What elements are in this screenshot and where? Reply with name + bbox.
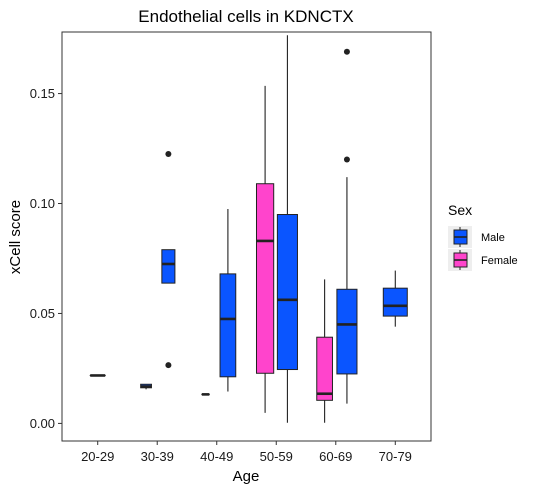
legend: Sex Male Female	[448, 202, 518, 271]
legend-label-male: Male	[481, 232, 505, 244]
x-axis-title: Age	[233, 468, 260, 485]
iqr-box	[382, 287, 408, 317]
y-axis-title: xCell score	[7, 200, 24, 274]
boxes-layer	[89, 35, 408, 423]
outlier-point	[165, 362, 172, 369]
x-tick-label: 20-29	[81, 449, 114, 464]
legend-label-female: Female	[481, 255, 518, 267]
y-tick-label: 0.00	[30, 416, 55, 431]
box-70-79-male-1	[382, 270, 408, 327]
iqr-box	[255, 183, 275, 374]
y-tick-label: 0.10	[30, 196, 55, 211]
box-60-69-male-2	[336, 48, 358, 404]
iqr-box	[336, 288, 358, 375]
x-tick-label: 40-49	[200, 449, 233, 464]
x-tick-label: 50-59	[260, 449, 293, 464]
y-tick-label: 0.05	[30, 306, 55, 321]
iqr-box	[219, 273, 237, 378]
iqr-box	[276, 214, 298, 371]
box-30-39-male-2	[161, 151, 176, 369]
x-tick-label: 30-39	[141, 449, 174, 464]
box-60-69-female-1	[316, 279, 333, 423]
outlier-point	[343, 48, 350, 55]
box-40-49-male-2	[219, 209, 237, 392]
y-axis: 0.00 0.05 0.10 0.15	[30, 86, 62, 431]
iqr-box	[161, 249, 176, 284]
x-tick-label: 70-79	[379, 449, 412, 464]
chart-title: Endothelial cells in KDNCTX	[138, 7, 353, 26]
y-tick-label: 0.15	[30, 86, 55, 101]
iqr-box	[316, 336, 333, 401]
legend-title: Sex	[448, 202, 472, 218]
box-50-59-male-2	[276, 35, 298, 423]
box-50-59-female-1	[255, 85, 275, 413]
plot-panel	[61, 31, 432, 442]
x-axis: 20-29 30-39 40-49 50-59 60-69 70-79	[81, 441, 412, 464]
outlier-point	[165, 151, 172, 158]
outlier-point	[343, 156, 350, 163]
legend-items: Male Female	[448, 226, 518, 271]
box-30-39-male-1	[140, 383, 152, 390]
x-tick-label: 60-69	[319, 449, 352, 464]
